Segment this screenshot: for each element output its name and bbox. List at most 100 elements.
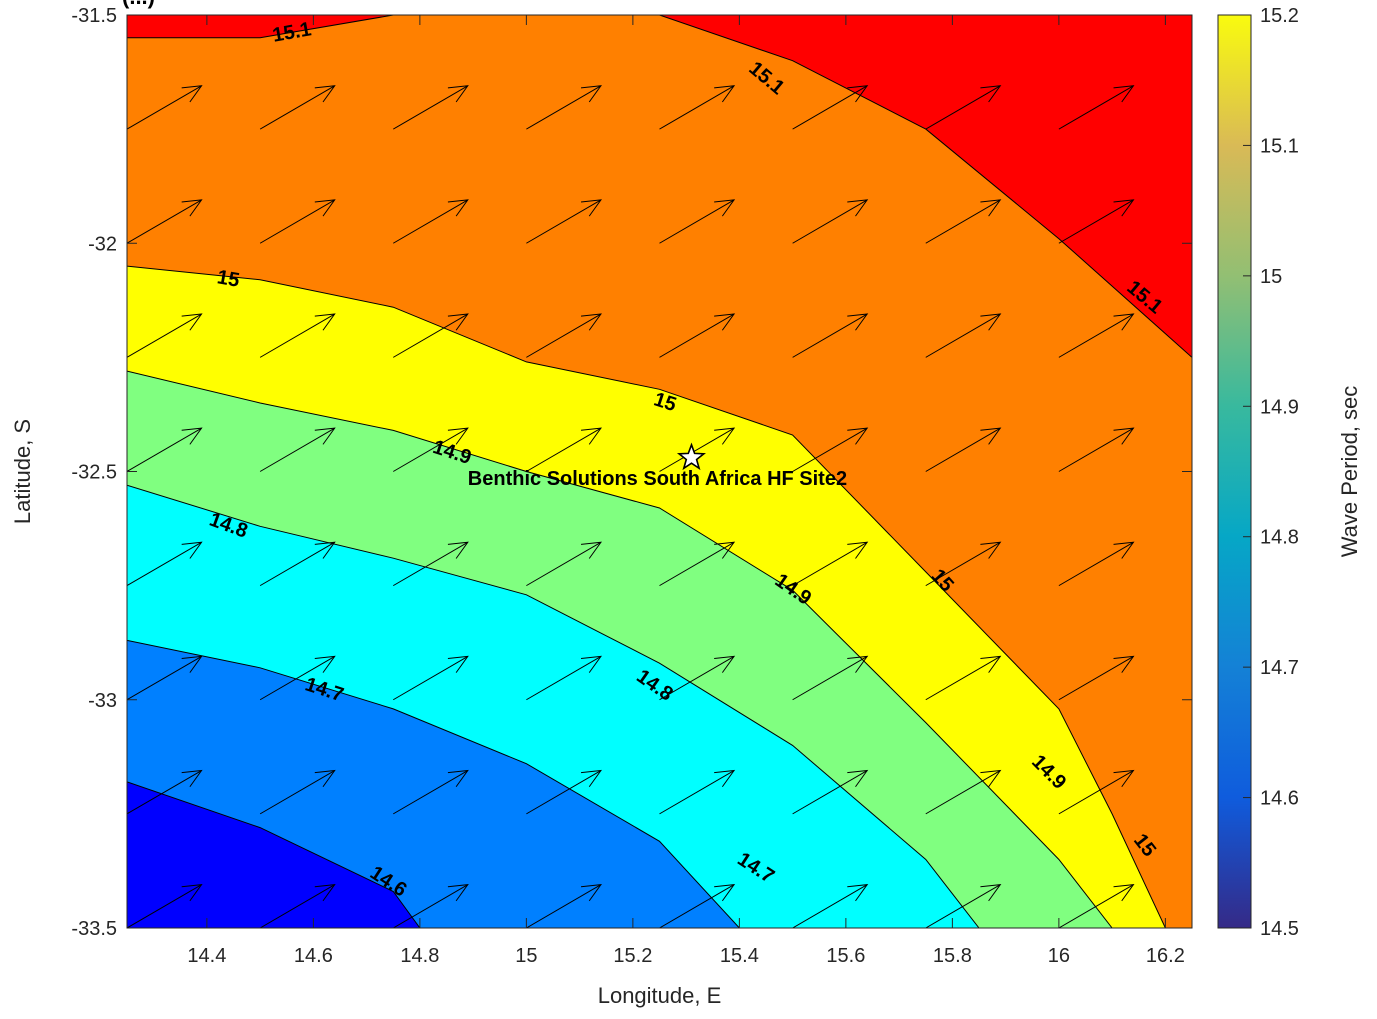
vector-arrow: [259, 884, 336, 928]
vector-arrow: [526, 427, 602, 472]
x-tick-label: 15: [515, 945, 537, 967]
colorbar-tick-label: 15.2: [1260, 5, 1299, 27]
vector-arrow: [1058, 541, 1135, 587]
vector-arrow: [1058, 313, 1135, 358]
chart-title-fragment: (...): [122, 0, 155, 9]
vector-arrow: [259, 85, 336, 130]
vector-arrow: [526, 313, 602, 358]
x-tick-label: 14.8: [400, 945, 439, 967]
colorbar-tick-label: 15: [1260, 266, 1282, 288]
vector-arrow: [659, 541, 736, 587]
vector-arrow: [526, 199, 602, 244]
vector-arrow: [526, 15, 528, 16]
colorbar-tick-label: 14.9: [1260, 396, 1299, 418]
x-tick-label: 14.4: [187, 945, 226, 967]
x-tick-label: 14.6: [294, 945, 333, 967]
contour-line-14.7: [127, 639, 740, 928]
vector-arrow: [127, 541, 203, 587]
colorbar: 14.5 14.6 14.7 14.8 14.9 15 15.1 15.2 Wave Peri…: [1217, 5, 1362, 940]
colorbar-tick-label: 15.1: [1260, 135, 1299, 157]
vector-arrow: [260, 15, 262, 16]
vector-arrow: [659, 427, 736, 472]
y-tick-label: -32: [88, 233, 117, 255]
vector-arrow: [1058, 427, 1135, 472]
vector-arrow: [792, 85, 869, 130]
contour-lines: [127, 15, 1192, 928]
contour-line-15.1: [127, 15, 1192, 358]
x-tick-label: 15.4: [720, 945, 759, 967]
vector-arrow: [792, 427, 869, 472]
contour-label: 15: [215, 266, 241, 292]
plot-area: 15.115.115.11515151514.914.914.914.814.8…: [127, 15, 1192, 928]
vector-arrow: [659, 655, 736, 701]
site-label: Benthic Solutions South Africa HF Site2: [468, 468, 847, 490]
vector-arrow: [925, 15, 927, 16]
colorbar-ticks: 14.5 14.6 14.7 14.8 14.9 15 15.1 15.2: [1243, 5, 1299, 940]
vector-arrow: [1058, 199, 1135, 244]
vector-arrow: [392, 313, 469, 358]
contour-line-15: [127, 265, 1166, 928]
vector-arrow: [925, 541, 1002, 587]
x-axis: 14.4 14.6 14.8 15 15.2 15.4 15.6 15.8 16 16.2: [187, 15, 1185, 967]
x-tick-label: 16.2: [1146, 945, 1185, 967]
vector-arrow: [259, 427, 336, 472]
vector-arrow: [392, 655, 469, 701]
vector-arrow: [392, 769, 469, 815]
vector-arrow: [925, 313, 1002, 358]
colorbar-label: Wave Period, sec: [1337, 386, 1362, 558]
x-tick-label: 15.6: [826, 945, 865, 967]
vector-arrow: [925, 884, 1002, 928]
vector-arrow: [925, 199, 1002, 244]
vector-arrow: [259, 199, 336, 244]
vector-arrow: [792, 541, 869, 587]
contour-line-14.9: [127, 370, 1113, 928]
x-axis-label: Longitude, E: [598, 983, 722, 1008]
vector-arrow: [1058, 655, 1135, 701]
x-tick-label: 15.8: [933, 945, 972, 967]
vector-arrow: [259, 769, 336, 815]
vector-arrow: [659, 85, 736, 130]
vector-arrow: [659, 15, 661, 16]
vector-arrow: [259, 655, 336, 701]
vector-arrow: [392, 541, 469, 587]
vector-arrow: [792, 884, 869, 928]
vector-arrow: [526, 884, 602, 928]
vector-arrow: [127, 85, 203, 130]
colorbar-tick-label: 14.5: [1260, 918, 1299, 940]
vector-arrows: [127, 15, 1135, 928]
vector-arrow: [792, 199, 869, 244]
vector-arrow: [393, 15, 395, 16]
vector-arrow: [659, 884, 736, 928]
vector-arrow: [659, 313, 736, 358]
vector-arrow: [127, 655, 203, 701]
vector-arrow: [792, 15, 794, 16]
vector-arrow: [392, 427, 469, 472]
vector-arrow: [392, 85, 469, 130]
vector-arrow: [526, 85, 602, 130]
y-axis: -31.5 -32 -32.5 -33 -33.5: [71, 5, 1192, 940]
y-tick-label: -32.5: [71, 462, 117, 484]
vector-arrow: [659, 769, 736, 815]
vector-arrow: [1058, 884, 1135, 928]
vector-arrow: [526, 541, 602, 587]
vector-arrow: [925, 85, 1002, 130]
y-tick-label: -33.5: [71, 918, 117, 940]
vector-arrow: [792, 769, 869, 815]
star-icon: [676, 442, 706, 471]
site-marker-group: Benthic Solutions South Africa HF Site2: [468, 442, 847, 490]
vector-arrow: [925, 769, 1002, 815]
x-tick-label: 15.2: [613, 945, 652, 967]
y-tick-label: -31.5: [71, 5, 117, 27]
vector-arrow: [792, 655, 869, 701]
vector-arrow: [925, 655, 1002, 701]
y-tick-label: -33: [88, 690, 117, 712]
vector-arrow: [259, 541, 336, 587]
vector-arrow: [1058, 85, 1135, 130]
contour-line-14.6: [127, 781, 421, 928]
colorbar-tick-label: 14.7: [1260, 657, 1299, 679]
vector-arrow: [392, 884, 469, 928]
vector-arrow: [392, 199, 469, 244]
contour-line-14.8: [127, 484, 980, 928]
vector-arrow: [127, 427, 203, 472]
